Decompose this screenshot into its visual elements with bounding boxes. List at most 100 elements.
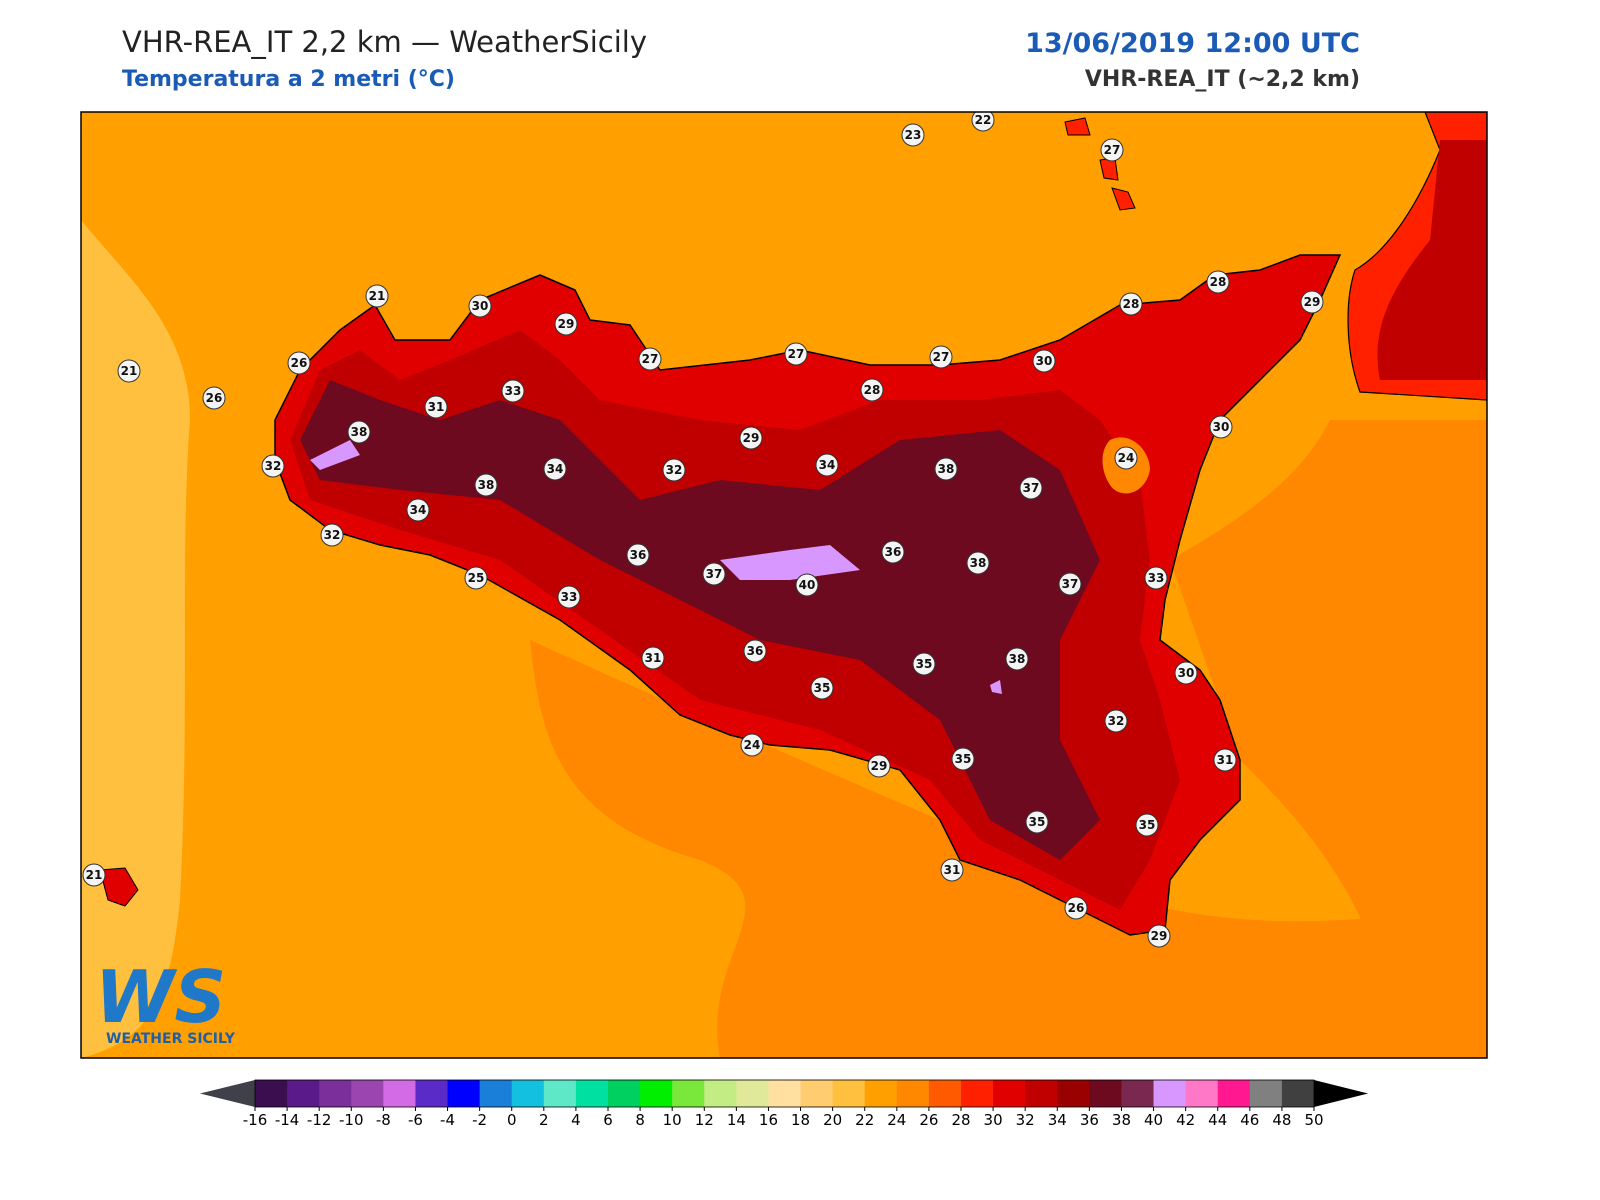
station-value: 32 <box>324 528 341 542</box>
station: 34 <box>815 453 839 477</box>
colorbar-tick-label: 30 <box>984 1111 1003 1129</box>
station: 29 <box>867 754 891 778</box>
colorbar-bin <box>1185 1080 1219 1107</box>
station-value: 29 <box>743 431 760 445</box>
station-value: 35 <box>955 752 972 766</box>
station-value: 31 <box>944 863 961 877</box>
station: 40 <box>795 573 819 597</box>
station-marker <box>860 378 884 402</box>
station-marker <box>1032 349 1056 373</box>
station: 34 <box>406 498 430 522</box>
colorbar-tick-label: 26 <box>919 1111 938 1129</box>
calabria-hot <box>1377 140 1487 380</box>
station-value: 26 <box>1068 901 1085 915</box>
title: VHR-REA_IT 2,2 km — WeatherSicily <box>122 25 647 59</box>
station: 36 <box>743 639 767 663</box>
station-value: 29 <box>871 759 888 773</box>
colorbar-bin <box>287 1080 320 1107</box>
station: 25 <box>464 566 488 590</box>
colorbar-tick-label: 46 <box>1240 1111 1259 1129</box>
station-value: 35 <box>1139 818 1156 832</box>
station-marker <box>501 379 525 403</box>
station: 28 <box>1119 292 1143 316</box>
station-value: 28 <box>1123 297 1140 311</box>
station-marker <box>468 294 492 318</box>
station-marker <box>934 457 958 481</box>
station: 30 <box>1032 349 1056 373</box>
colorbar-bin <box>383 1080 416 1107</box>
station-value: 37 <box>706 567 723 581</box>
station-value: 30 <box>1213 420 1230 434</box>
colorbar-tick-label: 36 <box>1080 1111 1099 1129</box>
station-value: 32 <box>265 459 282 473</box>
colorbar-tick-label: 18 <box>791 1111 810 1129</box>
station-value: 27 <box>642 352 659 366</box>
station: 21 <box>117 359 141 383</box>
colorbar-bin <box>1249 1080 1283 1107</box>
station-marker <box>739 426 763 450</box>
station-value: 31 <box>428 400 445 414</box>
station-value: 23 <box>905 128 922 142</box>
colorbar-tick-label: 28 <box>951 1111 970 1129</box>
station-value: 25 <box>468 571 485 585</box>
colorbar-tick-label: 10 <box>663 1111 682 1129</box>
station: 35 <box>951 747 975 771</box>
colorbar-bin <box>736 1080 769 1107</box>
colorbar-tick-label: 24 <box>887 1111 906 1129</box>
station-marker <box>543 457 567 481</box>
station-value: 36 <box>885 545 902 559</box>
station: 33 <box>557 585 581 609</box>
islands <box>1064 117 1136 211</box>
colorbar-bin <box>704 1080 737 1107</box>
station-value: 24 <box>744 738 761 752</box>
station-marker <box>951 747 975 771</box>
station: 38 <box>347 420 371 444</box>
station: 27 <box>638 347 662 371</box>
station-value: 33 <box>1148 571 1165 585</box>
station: 27 <box>784 342 808 366</box>
station-marker <box>795 573 819 597</box>
station-value: 31 <box>645 651 662 665</box>
colorbar-bin <box>1057 1080 1090 1107</box>
station: 32 <box>320 523 344 547</box>
station-marker <box>743 639 767 663</box>
map-field: 23 22 27 21 30 29 27 27 27 30 28 28 29 21 26 26 33 31 38 28… <box>81 112 1487 1058</box>
station: 27 <box>929 345 953 369</box>
island <box>99 867 139 907</box>
station: 33 <box>501 379 525 403</box>
colorbar-tick-label: 42 <box>1176 1111 1195 1129</box>
cool-zone <box>81 220 190 1058</box>
station-marker <box>365 284 389 308</box>
station-marker <box>557 585 581 609</box>
station: 37 <box>1019 476 1043 500</box>
station-marker <box>784 342 808 366</box>
colorbar-bin <box>319 1080 352 1107</box>
station-marker <box>1135 813 1159 837</box>
colorbar-tick-label: -6 <box>408 1111 423 1129</box>
warm-sea <box>1170 420 1487 1058</box>
station-value: 34 <box>819 458 836 472</box>
station-marker <box>1005 647 1029 671</box>
colorbar-tick-label: 20 <box>823 1111 842 1129</box>
station: 35 <box>1025 810 1049 834</box>
station-value: 33 <box>505 384 522 398</box>
station-value: 33 <box>561 590 578 604</box>
colorbar-bin <box>1089 1080 1122 1107</box>
map-frame <box>80 111 1488 1059</box>
station: 31 <box>940 858 964 882</box>
station-marker <box>202 386 226 410</box>
station: 38 <box>1005 647 1029 671</box>
station: 36 <box>626 543 650 567</box>
colorbar-frame <box>254 1079 1315 1108</box>
station: 32 <box>1104 709 1128 733</box>
station: 27 <box>1100 138 1124 162</box>
colorbar-bin <box>832 1080 866 1107</box>
colorbar-tick-label: 4 <box>571 1111 581 1129</box>
colorbar-tick-label: 8 <box>635 1111 645 1129</box>
station-value: 29 <box>1151 929 1168 943</box>
station-value: 21 <box>121 364 138 378</box>
station-marker <box>626 543 650 567</box>
station: 32 <box>662 458 686 482</box>
station: 26 <box>287 351 311 375</box>
